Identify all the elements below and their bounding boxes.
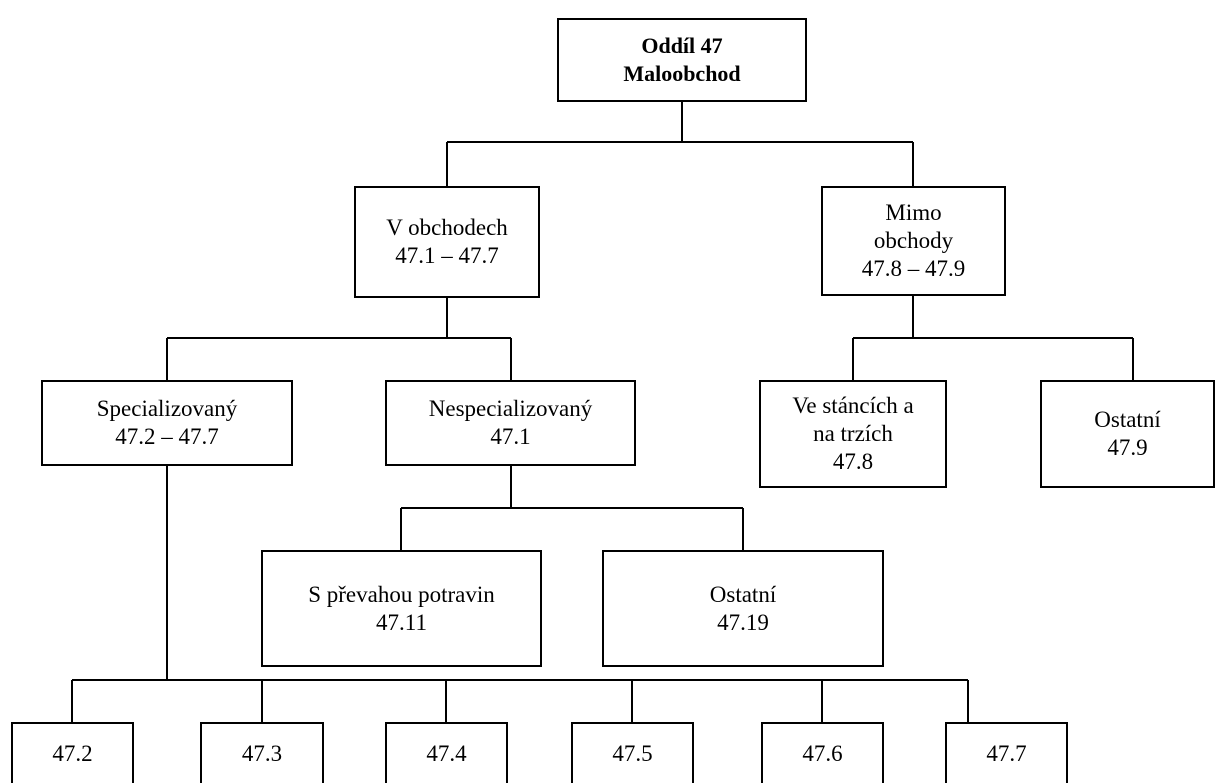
- node-code-label: 47.2: [52, 740, 93, 766]
- connector-specialized: [71, 464, 969, 722]
- connector-root: [446, 100, 914, 186]
- node-outside-shops-label-1: Mimo: [885, 200, 942, 225]
- node-code-label: 47.3: [241, 740, 283, 766]
- node-non-specialized: Nespecializovaný 47.1: [385, 380, 636, 466]
- node-code-47-3: 47.3: [200, 722, 324, 783]
- connector-in-shops: [166, 296, 512, 380]
- node-code-label: 47.5: [612, 740, 653, 766]
- root-title: Oddíl 47: [641, 33, 723, 58]
- node-code-47-6: 47.6: [761, 722, 884, 783]
- node-food-predominant: S převahou potravin 47.11: [261, 550, 542, 667]
- node-stalls-markets-code: 47.8: [832, 449, 874, 474]
- node-food-predominant-code: 47.11: [376, 609, 427, 635]
- node-in-shops-label: V obchodech: [386, 215, 508, 240]
- node-specialized-label: Specializovaný: [96, 396, 238, 421]
- node-code-label: 47.7: [986, 740, 1027, 766]
- node-non-specialized-code: 47.1: [490, 424, 531, 449]
- node-in-shops: V obchodech 47.1 – 47.7: [354, 186, 540, 298]
- node-code-47-2: 47.2: [11, 722, 134, 783]
- node-stalls-markets: Ve stáncích a na trzích 47.8: [759, 380, 947, 488]
- node-code-label: 47.4: [426, 740, 467, 766]
- node-other-outside-code: 47.9: [1107, 435, 1148, 460]
- node-code-47-5: 47.5: [571, 722, 694, 783]
- node-outside-shops-code: 47.8 – 47.9: [861, 256, 966, 281]
- node-code-47-7: 47.7: [945, 722, 1068, 783]
- node-other-outside-label: Ostatní: [1094, 407, 1161, 432]
- node-code-label: 47.6: [802, 740, 843, 766]
- node-specialized: Specializovaný 47.2 – 47.7: [41, 380, 293, 466]
- node-stalls-markets-label-2: na trzích: [813, 421, 893, 446]
- root-node: Oddíl 47 Maloobchod: [557, 18, 807, 102]
- connector-outside-shops: [852, 294, 1134, 380]
- node-outside-shops: Mimo obchody 47.8 – 47.9: [821, 186, 1006, 296]
- node-stalls-markets-label-1: Ve stáncích a: [792, 393, 914, 418]
- node-other-non-specialized-code: 47.19: [717, 609, 769, 635]
- node-other-outside: Ostatní 47.9: [1040, 380, 1215, 488]
- connector-non-specialized: [400, 464, 744, 550]
- root-subtitle: Maloobchod: [623, 61, 741, 86]
- node-in-shops-code: 47.1 – 47.7: [395, 243, 499, 268]
- node-other-non-specialized: Ostatní 47.19: [602, 550, 884, 667]
- node-code-47-4: 47.4: [385, 722, 508, 783]
- node-food-predominant-label: S převahou potravin: [308, 581, 495, 607]
- node-specialized-code: 47.2 – 47.7: [115, 424, 219, 449]
- node-outside-shops-label-2: obchody: [873, 228, 954, 253]
- node-non-specialized-label: Nespecializovaný: [428, 396, 593, 421]
- node-other-non-specialized-label: Ostatní: [709, 581, 777, 607]
